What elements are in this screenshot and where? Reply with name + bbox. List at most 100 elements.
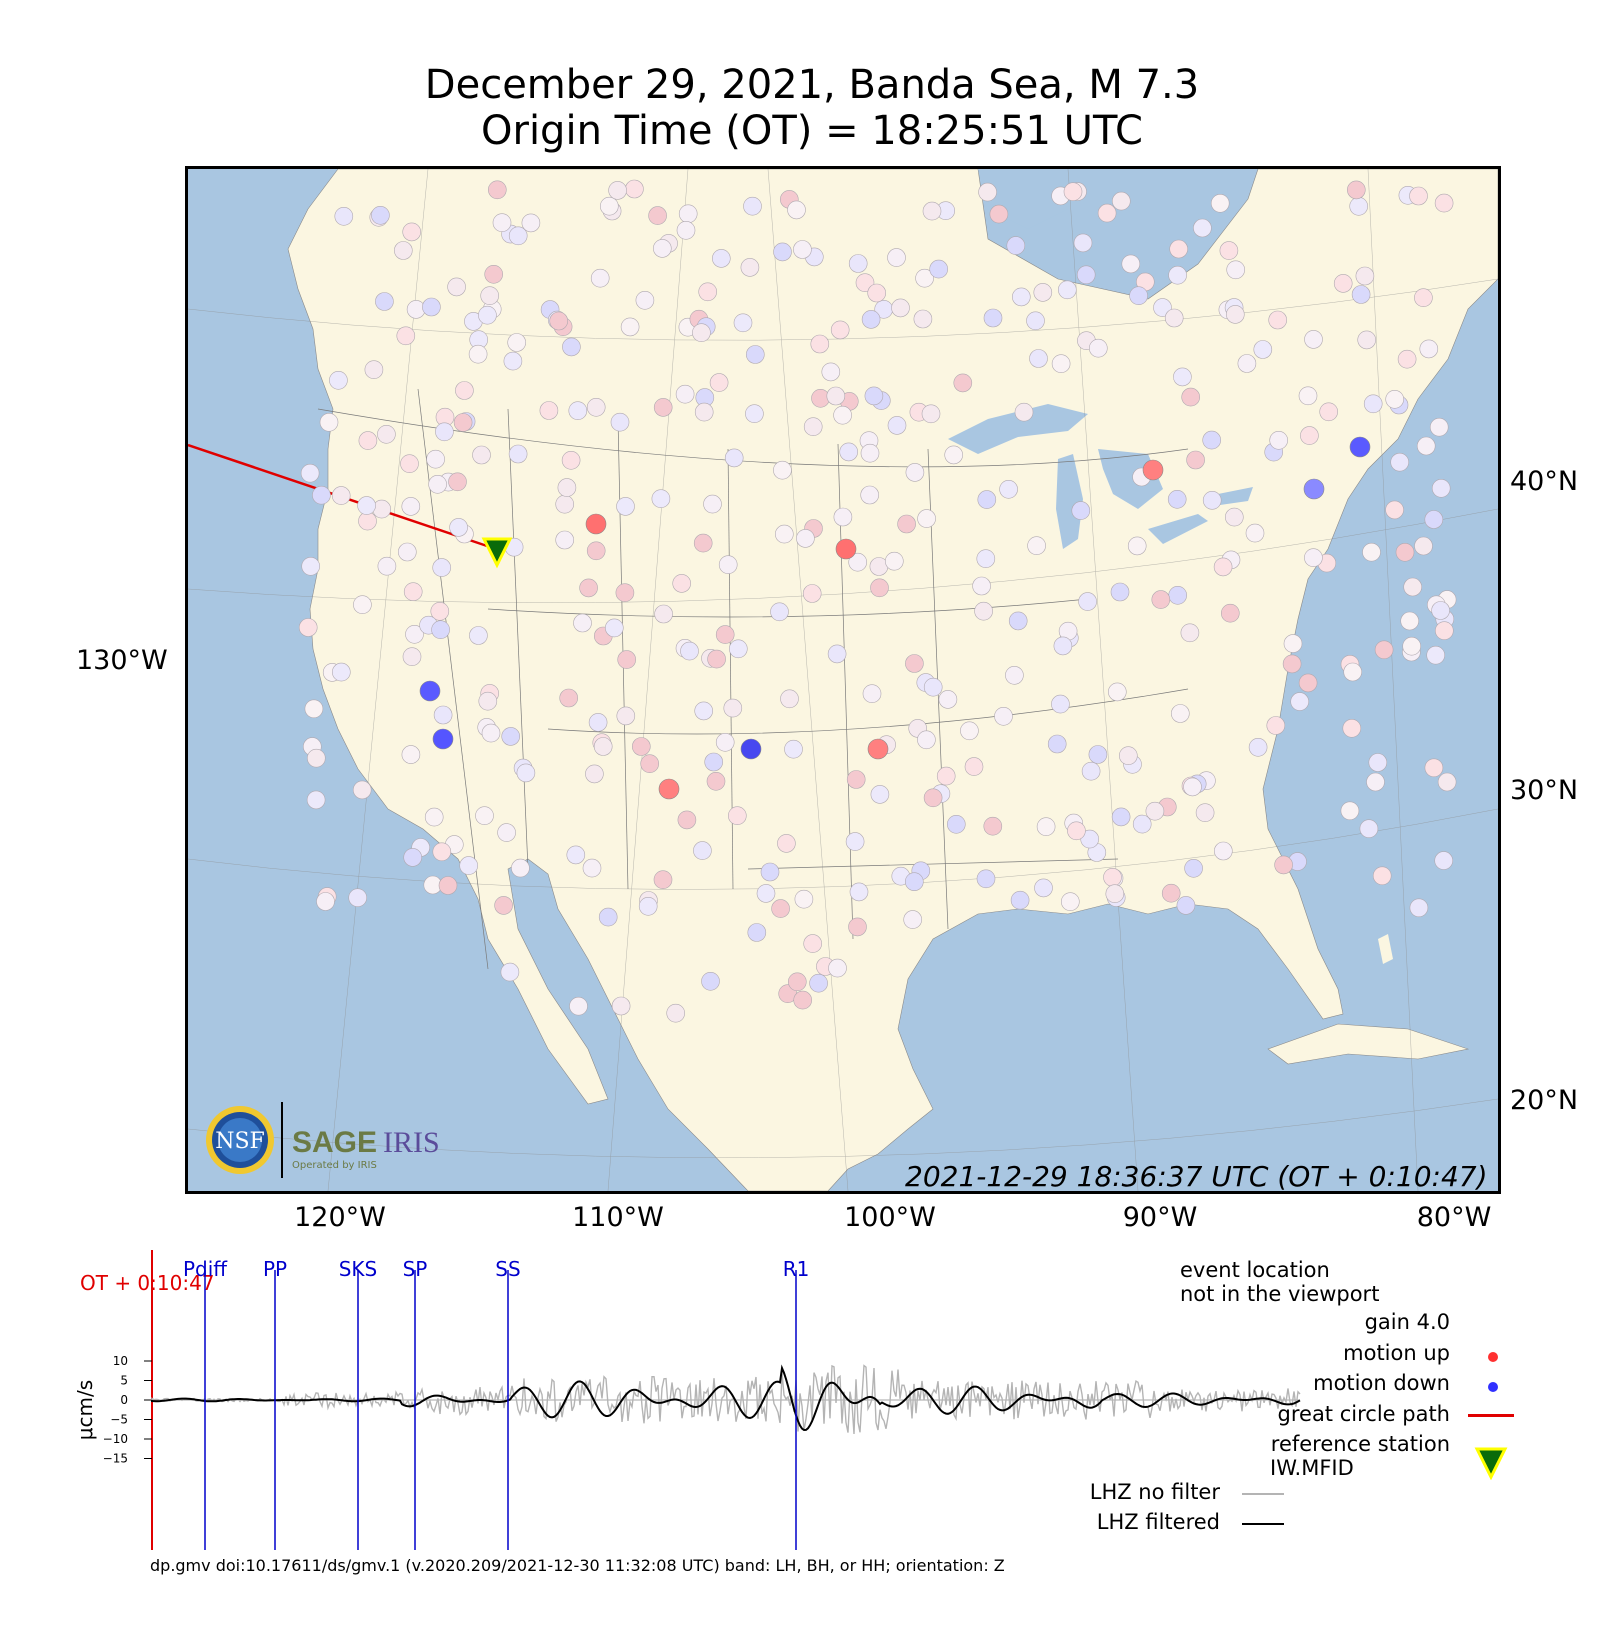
station-dot [1036, 817, 1056, 837]
station-dot [1298, 673, 1318, 693]
station-dot [1078, 592, 1097, 611]
station-dot [1245, 523, 1265, 543]
station-dot [849, 882, 869, 902]
station-dot-strong [419, 680, 441, 702]
station-dot [1033, 283, 1053, 302]
station-dot [1351, 285, 1371, 304]
station-dot [1034, 878, 1053, 898]
station-dot [331, 486, 351, 505]
station-dot [1183, 777, 1202, 797]
station-dot [1053, 636, 1073, 656]
station-dot [1127, 536, 1147, 556]
station-dot [401, 745, 421, 764]
station-dot [1088, 338, 1108, 358]
phase-label: SS [495, 1257, 520, 1281]
station-dot [1081, 761, 1101, 781]
station-dot [833, 507, 853, 527]
station-dot [1105, 884, 1125, 904]
station-dot [475, 806, 494, 826]
station-dot [298, 618, 318, 637]
station-map[interactable] [185, 166, 1501, 1194]
station-dot [358, 431, 378, 450]
lon-label-80w: 80°W [1416, 1202, 1492, 1233]
station-dot [453, 413, 473, 432]
station-dot [593, 737, 613, 756]
station-dot [1385, 500, 1404, 520]
legend-filtered-line [1242, 1523, 1284, 1525]
lake-michigan [1056, 454, 1083, 549]
station-dot [1409, 186, 1428, 206]
station-dot [964, 757, 984, 776]
station-dot [394, 241, 413, 260]
station-dot [357, 496, 376, 515]
station-dot [1426, 645, 1445, 665]
station-dot [1071, 501, 1091, 520]
station-dot [586, 541, 606, 561]
station-dot [793, 990, 813, 1010]
station-dot [319, 413, 339, 432]
station-dot [599, 196, 619, 216]
station-dot [1402, 636, 1421, 656]
station-dot [1219, 241, 1239, 260]
lake-superior [948, 404, 1088, 454]
phase-label: PP [263, 1257, 287, 1281]
station-dot [870, 578, 889, 598]
station-dot [1424, 510, 1444, 529]
station-dot [375, 292, 394, 311]
station-dot [1184, 858, 1203, 878]
station-dot [796, 529, 815, 548]
station-dot [304, 699, 324, 719]
station-dot [747, 923, 767, 942]
station-dot [480, 286, 500, 305]
station-dot [774, 524, 794, 544]
bahamas [1378, 934, 1393, 964]
station-dot [760, 862, 780, 882]
station-dot [994, 706, 1013, 726]
station-dot [845, 832, 865, 851]
station-dot [635, 291, 655, 310]
station-dot [694, 402, 714, 422]
station-dot [848, 552, 868, 572]
station-dot [1349, 196, 1368, 216]
station-dot [616, 706, 636, 726]
station-dot [620, 317, 640, 337]
station-dot [403, 848, 422, 867]
cuba [1267, 1023, 1470, 1065]
filtered-trace [151, 1364, 1301, 1432]
phase-label: R1 [783, 1257, 810, 1281]
station-dot [974, 601, 993, 621]
station-dot [694, 701, 714, 721]
station-dot [568, 401, 588, 420]
station-dot [1366, 772, 1385, 792]
station-dot [604, 618, 624, 638]
station-dot [810, 334, 830, 354]
lat-label-30n: 30°N [1510, 775, 1579, 806]
station-dot [438, 876, 458, 895]
station-dot [653, 870, 673, 890]
phase-label: SP [403, 1257, 428, 1281]
station-dot [566, 845, 586, 865]
station-dot [549, 311, 569, 331]
reference-station-marker [481, 537, 513, 569]
station-dot [1357, 330, 1376, 350]
station-dot [1132, 814, 1152, 834]
station-dot [1304, 548, 1323, 568]
station-dot [745, 404, 764, 423]
y-tick-label: 10 [113, 1354, 128, 1368]
station-dot [481, 723, 501, 743]
station-dot [727, 806, 747, 826]
station-dot [653, 398, 673, 417]
station-dot [1304, 330, 1323, 349]
station-dot [561, 450, 581, 470]
station-dot [617, 650, 637, 669]
sage-logo-text: SAGE [292, 1126, 377, 1159]
station-dot [555, 494, 575, 514]
station-dot [1202, 490, 1222, 510]
station-dot [803, 934, 823, 953]
station-dot [1359, 819, 1379, 839]
station-dot [1395, 542, 1415, 562]
station-dot [500, 962, 520, 982]
legend-no-filter-line [1242, 1493, 1284, 1495]
iris-logo-text: IRIS [383, 1126, 440, 1159]
station-dot [1424, 758, 1444, 778]
